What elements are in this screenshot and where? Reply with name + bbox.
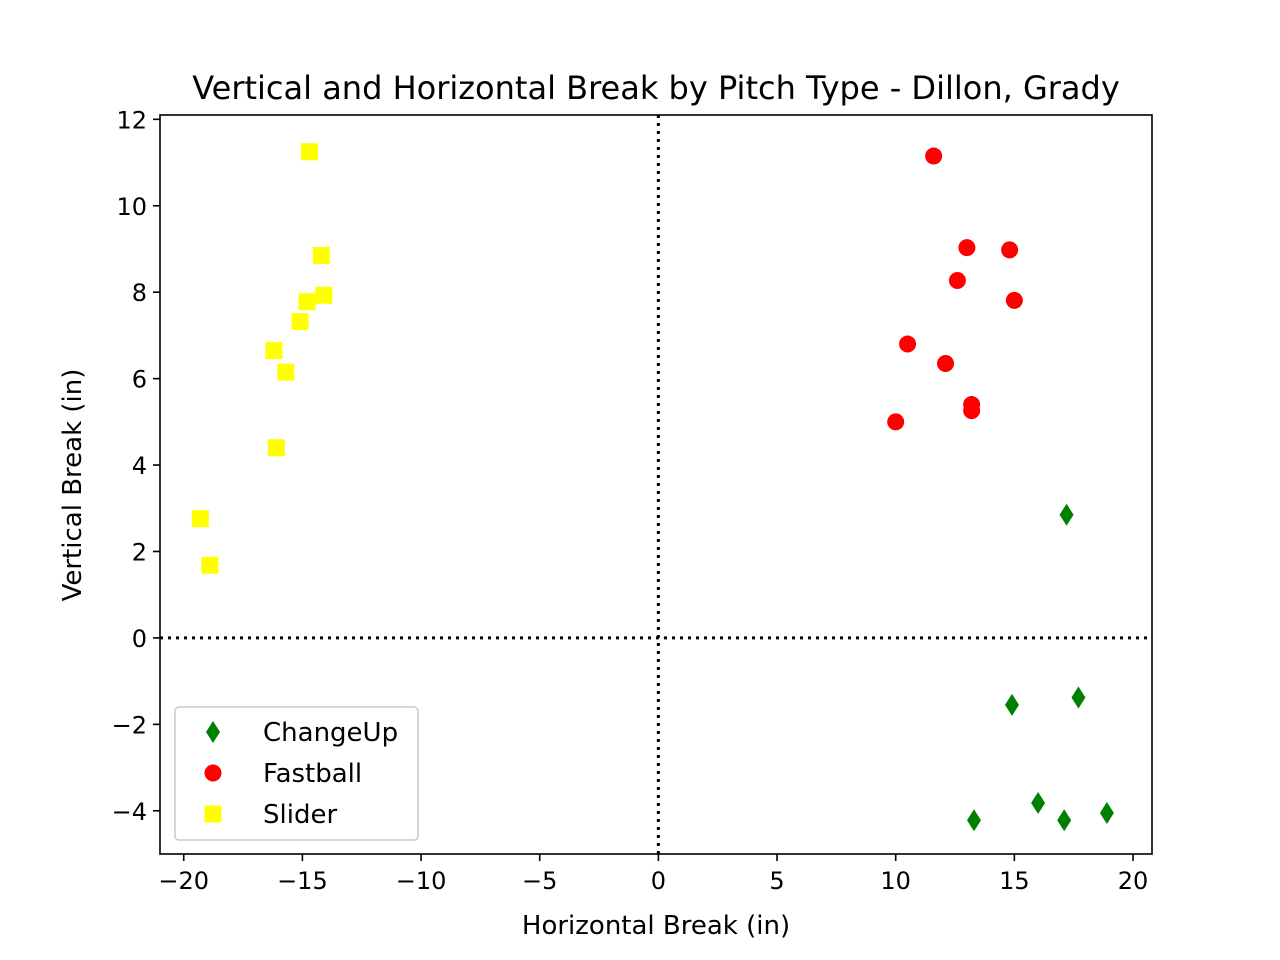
changeup-point	[1071, 686, 1086, 709]
y-tick-label: 4	[132, 452, 147, 480]
y-tick-label: 6	[132, 366, 147, 394]
slider-point	[267, 439, 285, 457]
fastball-point	[899, 335, 917, 353]
fastball-point	[958, 239, 976, 257]
plot-frame	[159, 114, 1153, 855]
series-slider	[191, 143, 333, 574]
y-tick-label: 10	[116, 193, 147, 221]
x-tick-label: −5	[522, 867, 557, 895]
slider-point	[291, 313, 309, 331]
fastball-point	[887, 413, 905, 431]
x-axis: −20 −15 −10 −5 0 5 10 15 20	[158, 854, 1148, 895]
changeup-point	[1057, 809, 1072, 832]
y-axis: −4 −2 0 2 4 6 8 10 12	[112, 106, 160, 826]
legend-label-fastball: Fastball	[263, 759, 362, 789]
slider-point	[312, 246, 330, 264]
x-tick-label: 0	[651, 867, 666, 895]
y-tick-label: 12	[116, 106, 147, 134]
x-tick-label: 20	[1118, 867, 1149, 895]
slider-point	[201, 556, 219, 574]
fastball-point	[1005, 291, 1023, 309]
fastball-point	[963, 402, 981, 420]
x-axis-label: Horizontal Break (in)	[522, 911, 790, 941]
y-tick-label: 0	[132, 625, 147, 653]
fastball-point	[948, 272, 966, 290]
legend-marker-slider	[204, 805, 222, 823]
x-tick-label: −15	[277, 867, 328, 895]
legend-marker-fastball	[204, 764, 222, 782]
changeup-point	[967, 809, 982, 832]
changeup-point	[1031, 792, 1046, 815]
changeup-point	[1059, 503, 1074, 526]
slider-point	[191, 510, 209, 528]
series-changeup	[967, 503, 1114, 832]
fastball-point	[925, 147, 943, 165]
legend-label-changeup: ChangeUp	[263, 718, 398, 748]
y-tick-label: 2	[132, 538, 147, 566]
chart-title: Vertical and Horizontal Break by Pitch T…	[192, 69, 1120, 107]
y-tick-label: 8	[132, 279, 147, 307]
legend-label-slider: Slider	[263, 800, 337, 830]
x-tick-label: −10	[396, 867, 447, 895]
slider-point	[315, 286, 333, 304]
slider-point	[277, 363, 295, 381]
plot-area	[160, 115, 1152, 854]
slider-point	[298, 293, 316, 311]
legend-marker-changeup	[206, 721, 220, 743]
x-tick-label: 5	[769, 867, 784, 895]
changeup-point	[1099, 801, 1114, 824]
y-tick-label: −4	[112, 798, 147, 826]
x-tick-label: 10	[880, 867, 911, 895]
slider-point	[265, 342, 283, 360]
x-tick-label: 15	[999, 867, 1030, 895]
y-axis-label: Vertical Break (in)	[58, 369, 88, 602]
legend-box	[174, 706, 419, 841]
y-tick-label: −2	[112, 711, 147, 739]
series-fastball	[887, 147, 1023, 431]
x-tick-label: −20	[158, 867, 209, 895]
legend: ChangeUp Fastball Slider	[174, 706, 419, 841]
changeup-point	[1004, 693, 1019, 716]
fastball-point	[937, 354, 955, 372]
slider-point	[301, 143, 319, 161]
fastball-point	[1001, 241, 1019, 259]
